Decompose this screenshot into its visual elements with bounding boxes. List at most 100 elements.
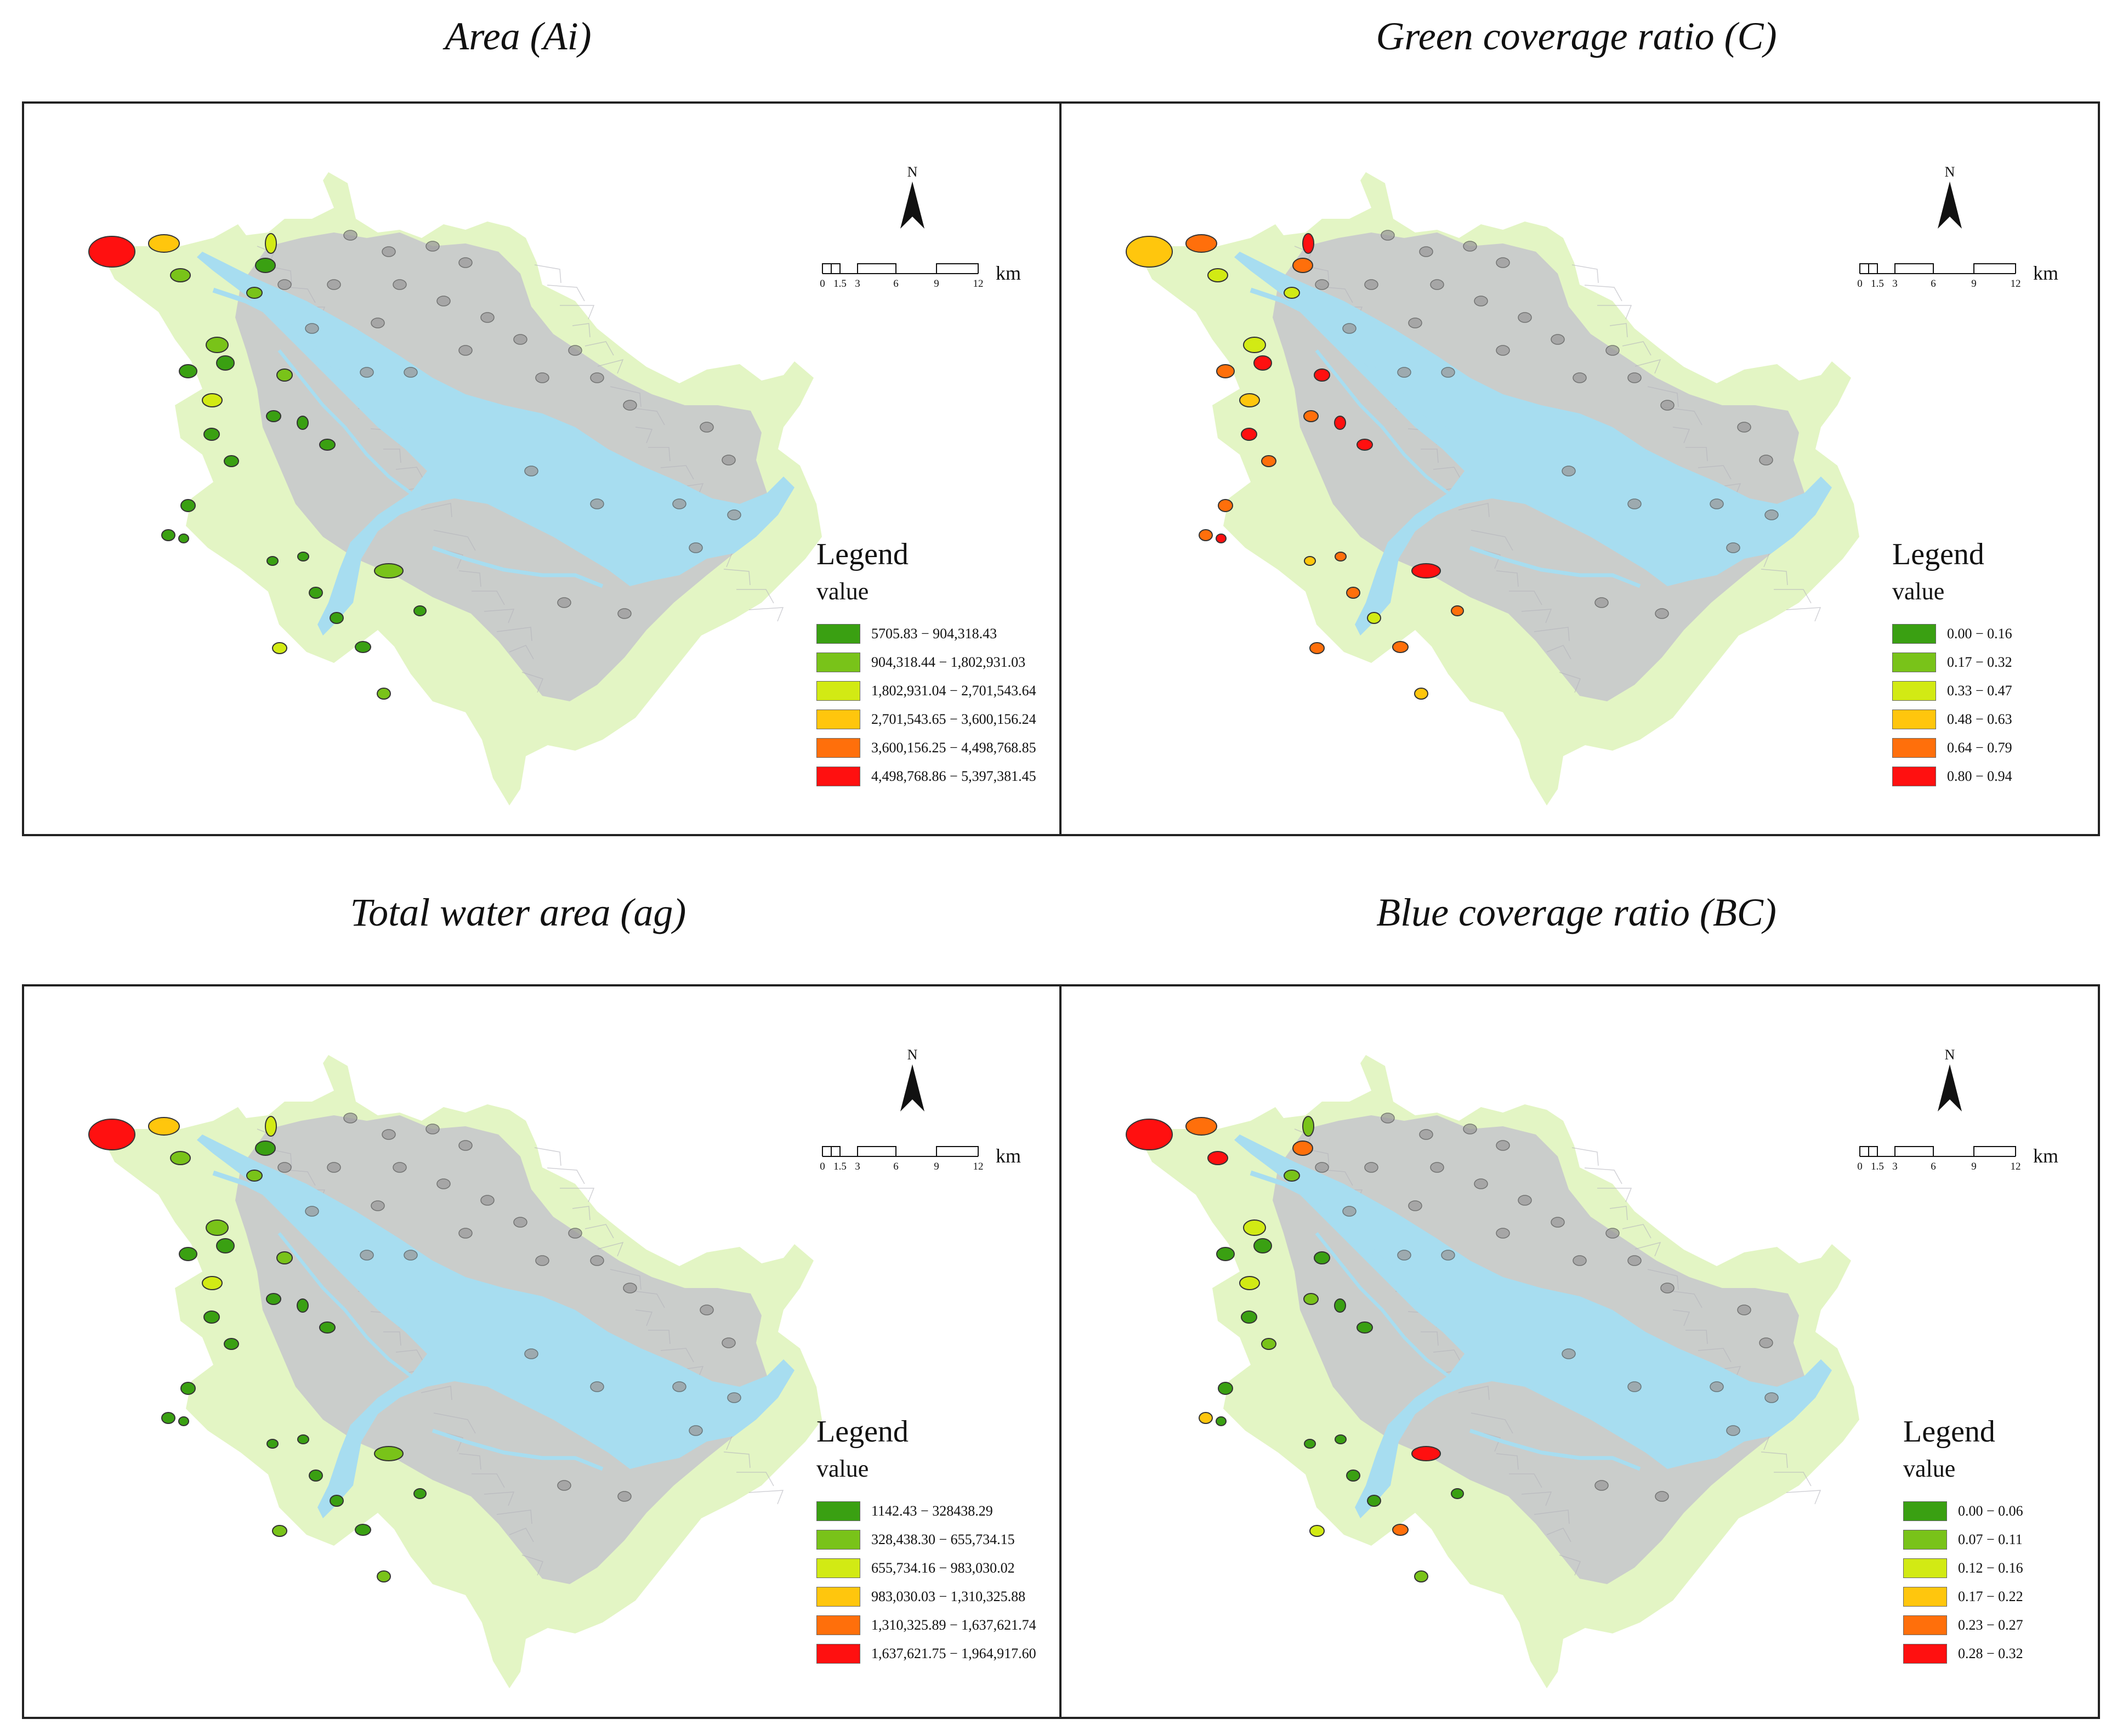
- minor-park: [689, 1425, 703, 1436]
- scale-tick-label: 6: [893, 278, 899, 290]
- park-polygon: [266, 556, 279, 566]
- scale-tick-label: 0: [820, 1161, 825, 1172]
- park-polygon: [1216, 1247, 1235, 1261]
- minor-park: [371, 317, 385, 328]
- map-panel-area: N 0 1.5 3 6 9 12 km Legend value 5705.83 − 904…: [24, 104, 1060, 833]
- north-arrow: N: [1928, 1047, 1972, 1115]
- park-polygon: [1126, 236, 1173, 268]
- minor-parks: [277, 1113, 741, 1502]
- park-polygon: [413, 1488, 427, 1499]
- legend-label: 328,438.30 − 655,734.15: [871, 1531, 1015, 1547]
- minor-park: [436, 296, 451, 307]
- north-arrow: N: [890, 1047, 934, 1115]
- scale-tick-label: 6: [1931, 278, 1936, 290]
- legend-swatch: [816, 710, 860, 729]
- street: [1698, 465, 1732, 480]
- minor-park: [1710, 498, 1724, 509]
- street: [1471, 530, 1513, 551]
- park-polygon: [1392, 641, 1409, 653]
- park-polygon: [374, 563, 404, 578]
- street: [1546, 1528, 1571, 1542]
- river-channel: [212, 1170, 456, 1346]
- park-polygon: [1292, 1141, 1313, 1156]
- minor-park: [1710, 1381, 1724, 1392]
- park-polygon: [1243, 337, 1266, 353]
- legend-label: 4,498,768.86 − 5,397,381.45: [871, 768, 1036, 784]
- legend-swatch: [816, 1558, 860, 1578]
- minor-park: [1441, 367, 1455, 378]
- river-channel: [1250, 287, 1494, 463]
- park-polygon: [1357, 439, 1373, 451]
- park-polygon: [1314, 368, 1330, 382]
- park-polygon: [413, 605, 427, 616]
- minor-park: [404, 367, 418, 378]
- minor-park: [672, 1381, 686, 1392]
- minor-park: [1627, 1381, 1642, 1392]
- scale-segment: [1877, 263, 2016, 274]
- minor-park: [1408, 1200, 1422, 1211]
- minor-parks: [1315, 230, 1779, 619]
- street: [748, 607, 784, 622]
- scale-tick-label: 0: [1857, 278, 1863, 290]
- scale-tick-label: 3: [855, 278, 860, 290]
- minor-park: [524, 1348, 538, 1359]
- park-polygon: [1304, 1439, 1316, 1449]
- legend: Legend value 0.00 − 0.16 0.17 − 0.32 0.33 …: [1892, 537, 2012, 791]
- river: [197, 1134, 794, 1518]
- street: [472, 1473, 505, 1488]
- map-layers: [1126, 172, 1859, 805]
- legend-swatch: [1892, 624, 1936, 644]
- minor-park: [1496, 1228, 1510, 1239]
- street: [458, 570, 481, 587]
- park-polygon: [1302, 233, 1314, 254]
- minor-park: [1660, 400, 1675, 411]
- legend-title: Legend: [1892, 537, 1984, 571]
- street: [547, 1167, 585, 1184]
- street: [572, 1206, 591, 1221]
- scale-tick-label: 6: [1931, 1161, 1936, 1172]
- park-polygon: [355, 1524, 371, 1536]
- park-polygon: [1304, 556, 1316, 566]
- street: [660, 1348, 694, 1363]
- park-polygon: [1292, 258, 1313, 273]
- minor-park: [1655, 1491, 1669, 1502]
- parks: [1126, 1116, 1464, 1582]
- minor-park: [617, 1491, 632, 1502]
- park-polygon: [1261, 455, 1276, 467]
- minor-park: [1551, 1217, 1565, 1228]
- legend-entry: 0.80 − 0.94: [1892, 762, 2012, 791]
- legend-subtitle: value: [1903, 1455, 1956, 1482]
- park-polygon: [1411, 563, 1441, 578]
- legend-swatch: [816, 653, 860, 672]
- legend-title: Legend: [816, 1415, 909, 1449]
- street: [597, 359, 624, 374]
- minor-park: [327, 1162, 341, 1173]
- street: [1483, 550, 1501, 569]
- legend-entry: 3,600,156.25 − 4,498,768.85: [816, 734, 1036, 762]
- minor-park: [480, 312, 495, 323]
- river-channel: [432, 1428, 604, 1471]
- legend-label: 983,030.03 − 1,310,325.88: [871, 1589, 1026, 1604]
- divider-bottom: [1059, 985, 1062, 1718]
- street: [433, 1412, 476, 1434]
- street: [584, 341, 614, 356]
- park-polygon: [216, 1238, 235, 1253]
- park-polygon: [148, 1117, 180, 1136]
- legend: Legend value 1142.43 − 328438.29 328,438.…: [816, 1414, 1036, 1668]
- river-channel: [277, 1232, 412, 1377]
- street: [383, 449, 401, 463]
- street: [484, 609, 515, 623]
- minor-park: [513, 1217, 527, 1228]
- park-polygon: [1303, 1293, 1319, 1305]
- minor-park: [1397, 367, 1411, 378]
- legend-entry: 1,802,931.04 − 2,701,543.64: [816, 677, 1036, 705]
- minor-park: [1474, 296, 1488, 307]
- minor-park: [1430, 1162, 1444, 1173]
- scale-tick-label: 3: [1892, 278, 1898, 290]
- street-network: [257, 1128, 784, 1576]
- minor-park: [727, 509, 741, 520]
- legend-swatch: [1903, 1615, 1947, 1635]
- park-polygon: [266, 1293, 281, 1305]
- legend-label: 3,600,156.25 − 4,498,768.85: [871, 740, 1036, 756]
- park-polygon: [1126, 1119, 1173, 1150]
